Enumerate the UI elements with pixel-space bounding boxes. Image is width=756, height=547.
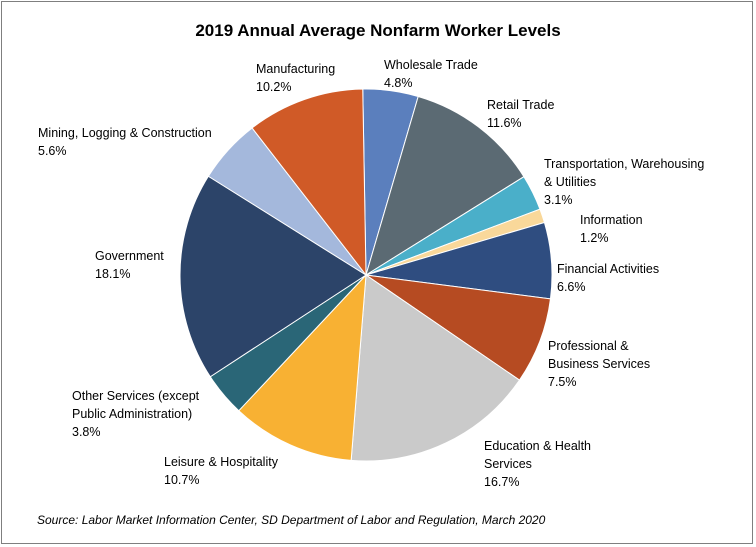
slice-label-value: 11.6%	[487, 116, 522, 130]
slice-label-name: Public Administration)	[72, 407, 193, 421]
slice-label-name: Mining, Logging & Construction	[38, 126, 212, 140]
pie-slice-education-health-services	[350, 274, 521, 462]
slice-label-name: Professional &	[548, 339, 629, 353]
slice-label-value: 4.8%	[384, 76, 413, 90]
slice-label-name: Transportation, Warehousing	[544, 157, 705, 171]
slice-label-value: 10.2%	[256, 80, 292, 94]
slice-label-name: Wholesale Trade	[384, 58, 478, 72]
slice-label-value: 7.5%	[548, 375, 577, 389]
slice-label-value: 6.6%	[557, 280, 586, 294]
slice-label-name: Leisure & Hospitality	[164, 455, 278, 469]
slice-label-name: Information	[580, 213, 643, 227]
slice-label-name: Retail Trade	[487, 98, 555, 112]
pie-slice-manufacturing	[251, 88, 367, 277]
slice-label-name: Manufacturing	[256, 62, 336, 76]
slice-label-name: Education & Health	[484, 439, 592, 453]
pie-slice-leisure-hospitality	[238, 273, 367, 461]
slice-label-name: Financial Activities	[557, 262, 660, 276]
slice-label: Leisure & Hospitality 10.7%	[164, 453, 278, 489]
slice-label: Mining, Logging & Construction 5.6%	[38, 124, 212, 160]
slice-label-value: 1.2%	[580, 231, 609, 245]
slice-label: Education & Health Services 16.7%	[484, 437, 591, 491]
slice-label-name: Other Services (except	[72, 389, 200, 403]
slice-label: Financial Activities 6.6%	[557, 260, 659, 296]
slice-label-value: 5.6%	[38, 144, 67, 158]
slice-label-value: 18.1%	[95, 267, 131, 281]
slice-label-name: & Utilities	[544, 175, 597, 189]
slice-label-value: 3.1%	[544, 193, 573, 207]
slice-label-value: 16.7%	[484, 475, 520, 489]
pie-slice-government	[179, 175, 367, 378]
slice-label: Government 18.1%	[95, 247, 164, 283]
slice-label: Manufacturing 10.2%	[256, 60, 335, 96]
slice-label: Other Services (except Public Administrat…	[72, 387, 199, 441]
chart-title: 2019 Annual Average Nonfarm Worker Level…	[195, 21, 561, 40]
slice-label-value: 3.8%	[72, 425, 101, 439]
chart-source: Source: Labor Market Information Center,…	[37, 513, 546, 527]
slice-label: Retail Trade 11.6%	[487, 96, 554, 132]
slice-label: Information 1.2%	[580, 211, 643, 247]
slice-label-name: Business Services	[548, 357, 651, 371]
slice-label-name: Services	[484, 457, 532, 471]
slice-label-name: Government	[95, 249, 164, 263]
slice-label: Wholesale Trade 4.8%	[384, 56, 478, 92]
slice-label: Professional & Business Services 7.5%	[548, 337, 650, 391]
pie-slice-retail-trade	[365, 95, 525, 277]
slice-label-value: 10.7%	[164, 473, 200, 487]
slice-label: Transportation, Warehousing & Utilities 3.…	[544, 155, 704, 209]
